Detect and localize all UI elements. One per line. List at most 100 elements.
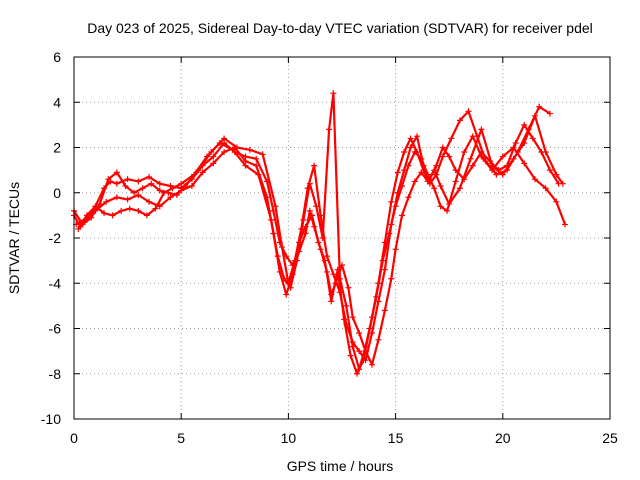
data-point — [369, 330, 376, 337]
data-point — [504, 162, 511, 169]
data-point — [486, 158, 493, 165]
data-point — [456, 117, 463, 124]
data-point — [326, 126, 333, 133]
data-point — [156, 180, 163, 187]
data-point — [167, 194, 174, 201]
data-point — [448, 135, 455, 142]
data-point — [531, 176, 538, 183]
data-point — [113, 194, 120, 201]
data-point — [407, 144, 414, 151]
data-point — [399, 212, 406, 219]
data-point — [452, 167, 459, 174]
data-point — [426, 176, 433, 183]
data-point — [195, 167, 202, 174]
data-point — [394, 189, 401, 196]
y-tick-label: -10 — [41, 411, 61, 427]
data-point — [345, 284, 352, 291]
data-point — [139, 185, 146, 192]
data-point — [287, 284, 294, 291]
data-point — [152, 205, 159, 212]
y-tick-label: -6 — [49, 321, 62, 337]
data-point — [381, 239, 388, 246]
data-point — [118, 207, 125, 214]
data-points — [71, 90, 568, 377]
data-point — [210, 153, 217, 160]
data-point — [407, 135, 414, 142]
data-point — [499, 153, 506, 160]
y-axis-label: SDTVAR / TECUs — [6, 182, 22, 294]
data-point — [135, 178, 142, 185]
data-point — [467, 155, 474, 162]
data-point — [381, 266, 388, 273]
data-point — [321, 257, 328, 264]
data-point — [221, 149, 228, 156]
data-point — [328, 298, 335, 305]
data-point — [474, 133, 481, 140]
data-point — [126, 205, 133, 212]
data-point — [210, 160, 217, 167]
y-tick-label: -4 — [49, 275, 62, 291]
data-point — [317, 212, 324, 219]
data-point — [546, 167, 553, 174]
chart-title: Day 023 of 2025, Sidereal Day-to-day VTE… — [87, 20, 593, 36]
data-point — [388, 221, 395, 228]
data-point — [315, 239, 322, 246]
data-point — [105, 176, 112, 183]
data-point — [188, 182, 195, 189]
data-point — [96, 201, 103, 208]
data-point — [103, 198, 110, 205]
y-tick-label: -2 — [49, 230, 62, 246]
y-tick-label: 0 — [53, 185, 61, 201]
x-tick-label: 0 — [70, 430, 78, 446]
data-point — [542, 185, 549, 192]
data-point — [431, 185, 438, 192]
data-point — [233, 144, 240, 151]
data-point — [437, 182, 444, 189]
data-point — [493, 171, 500, 178]
data-point — [433, 162, 440, 169]
data-point — [330, 90, 337, 97]
x-axis-label: GPS time / hours — [287, 458, 394, 474]
data-point — [478, 126, 485, 133]
data-point — [444, 207, 451, 214]
data-point — [356, 348, 363, 355]
x-tick-label: 15 — [388, 430, 404, 446]
data-point — [268, 216, 275, 223]
data-point — [456, 185, 463, 192]
data-point — [401, 149, 408, 156]
data-point — [375, 336, 382, 343]
data-point — [369, 361, 376, 368]
data-point — [169, 185, 176, 192]
data-point — [274, 253, 281, 260]
y-tick-label: 2 — [53, 140, 61, 156]
data-point — [109, 212, 116, 219]
data-point — [465, 108, 472, 115]
data-point — [356, 366, 363, 373]
data-point — [304, 185, 311, 192]
data-point — [405, 194, 412, 201]
data-point — [178, 180, 185, 187]
data-point — [336, 289, 343, 296]
data-point — [122, 182, 129, 189]
data-point — [546, 110, 553, 117]
data-point — [452, 178, 459, 185]
data-point — [561, 221, 568, 228]
data-point — [146, 198, 153, 205]
data-point — [83, 212, 90, 219]
data-point — [392, 246, 399, 253]
data-point — [553, 171, 560, 178]
data-point — [88, 214, 95, 221]
data-point — [433, 171, 440, 178]
x-tick-label: 25 — [602, 430, 618, 446]
data-point — [394, 169, 401, 176]
data-point — [135, 192, 142, 199]
data-point — [461, 149, 468, 156]
data-point — [469, 162, 476, 169]
data-point — [349, 339, 356, 346]
data-point — [414, 133, 421, 140]
x-tick-label: 5 — [177, 430, 185, 446]
data-point — [521, 160, 528, 167]
data-point — [291, 257, 298, 264]
data-point — [302, 223, 309, 230]
